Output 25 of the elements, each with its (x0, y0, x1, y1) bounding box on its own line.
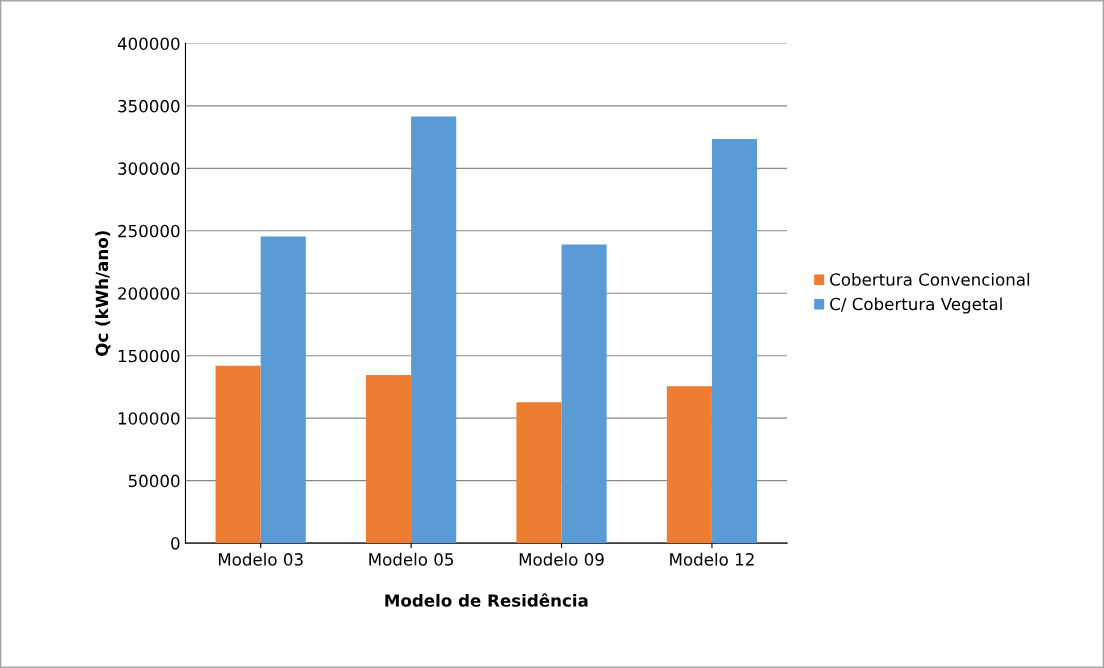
y-tick-label: 350000 (118, 99, 180, 113)
x-tick-label: Modelo 12 (670, 552, 754, 566)
y-tick-label: 200000 (118, 287, 180, 300)
bar (365, 375, 412, 544)
x-axis-title: Modelo de Residência (385, 593, 588, 607)
bar (260, 236, 306, 544)
legend-label: C/ Cobertura Vegetal (830, 297, 1002, 314)
y-tick-label: 150000 (118, 349, 180, 363)
y-axis-title: Qc (kWh/ano) (95, 231, 111, 356)
x-tick-label: Modelo 05 (369, 552, 454, 566)
bar (711, 138, 758, 544)
y-tick-label: 250000 (118, 224, 180, 238)
x-tick-label: Modelo 09 (519, 552, 604, 566)
bar (516, 402, 562, 544)
bar (666, 386, 712, 544)
legend-label: Cobertura Convencional (830, 272, 1030, 286)
bar (411, 116, 457, 544)
y-tick-label: 400000 (117, 37, 180, 50)
x-tick-label: Modelo 03 (218, 552, 303, 566)
y-tick-label: 300000 (118, 162, 180, 175)
y-tick-label: 100000 (118, 412, 180, 425)
bar (561, 244, 607, 544)
y-tick-label: 50000 (128, 474, 180, 488)
y-tick-label: 0 (171, 537, 180, 550)
bar (215, 365, 261, 544)
